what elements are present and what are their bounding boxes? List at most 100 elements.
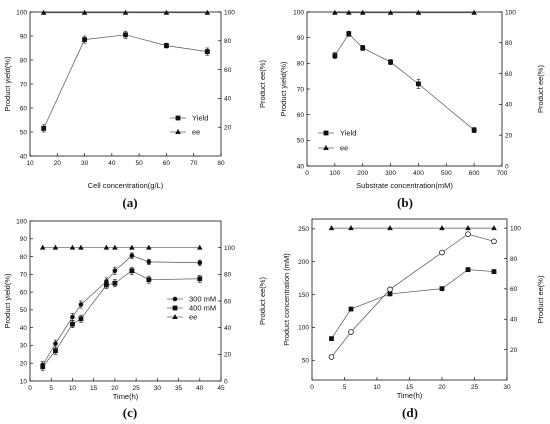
legend-marker [172, 314, 178, 319]
legend-label: Yield [192, 114, 208, 123]
y-tick-label: 40 [20, 325, 28, 332]
data-point [82, 37, 87, 42]
data-point [387, 9, 394, 15]
y2-tick-label: 20 [224, 352, 232, 359]
x-tick-label: 70 [190, 160, 198, 167]
x-tick-label: 20 [438, 384, 446, 391]
y2-axis-label: Product ee(%) [536, 275, 545, 323]
y2-tick-label: 100 [505, 9, 516, 16]
y-tick-label: 80 [297, 61, 305, 68]
data-point [129, 268, 135, 274]
x-tick-label: 500 [441, 170, 452, 177]
data-point [70, 321, 75, 327]
y-tick-label: 60 [20, 289, 28, 296]
y-tick-label: 100 [298, 325, 309, 332]
y2-tick-label: 60 [224, 298, 232, 305]
data-point [78, 302, 84, 307]
y-tick-label: 50 [20, 307, 28, 314]
y2-tick-label: 0 [224, 378, 228, 385]
x-tick-label: 700 [497, 170, 508, 177]
data-point [345, 9, 352, 15]
data-point [439, 225, 445, 231]
y-tick-label: 200 [298, 259, 309, 266]
panel-label: (b) [397, 195, 413, 210]
y-tick-label: 100 [16, 9, 27, 16]
legend-label: Yield [340, 129, 356, 138]
data-point [146, 277, 152, 283]
data-point [78, 316, 84, 322]
data-point [471, 9, 477, 15]
legend-label: 300 mM [189, 295, 216, 304]
y-tick-label: 40 [297, 163, 305, 170]
y-tick-label: 90 [20, 33, 28, 40]
panel-label: (c) [123, 405, 137, 420]
data-point [40, 364, 46, 370]
x-tick-label: 25 [471, 384, 479, 391]
data-point [123, 32, 128, 38]
data-point [332, 9, 338, 15]
y-tick-label: 70 [20, 272, 28, 279]
x-tick-label: 0 [310, 384, 314, 391]
data-point [204, 49, 210, 54]
data-point [104, 282, 109, 288]
x-tick-label: 15 [406, 384, 414, 391]
legend-label: ee [340, 144, 348, 153]
data-point [69, 244, 76, 250]
data-point [112, 268, 118, 274]
plot-frame [306, 11, 503, 167]
y-axis-label: Product yield(%) [279, 61, 288, 117]
x-tick-label: 10 [69, 385, 77, 392]
data-point [78, 244, 84, 250]
data-point [491, 225, 497, 231]
y2-tick-label: 20 [224, 125, 232, 132]
x-tick-label: 0 [28, 385, 32, 392]
y2-tick-label: 40 [224, 325, 232, 332]
x-tick-label: 10 [373, 384, 381, 391]
x-tick-label: 600 [469, 170, 480, 177]
x-tick-label: 200 [357, 170, 368, 177]
x-tick-label: 30 [154, 385, 162, 392]
data-point [164, 43, 169, 48]
y-tick-label: 90 [20, 236, 28, 243]
data-point [465, 231, 471, 237]
x-tick-label: 40 [196, 385, 204, 392]
data-point [465, 267, 471, 272]
y-tick-label: 10 [20, 378, 28, 385]
y2-tick-label: 40 [224, 96, 232, 103]
y2-tick-label: 80 [224, 38, 232, 45]
legend-marker [172, 296, 178, 302]
y-tick-label: 50 [20, 129, 28, 136]
x-tick-label: 5 [49, 385, 53, 392]
data-point [112, 280, 118, 286]
data-point [416, 81, 421, 87]
plot-frame [311, 218, 508, 381]
data-point [348, 225, 354, 231]
y2-tick-label: 60 [510, 286, 518, 293]
data-point [53, 341, 58, 346]
data-point [146, 244, 152, 250]
x-axis-label: Substrate concentration(mM) [356, 181, 453, 190]
data-point [122, 9, 129, 15]
data-point [328, 354, 335, 360]
series-line [331, 269, 495, 339]
panel-c: 0 5 10 15 20 25 30 35 40 45 10 20 30 40 50 60 70 80 90 100 0… [3, 218, 267, 420]
y-axis-label: Product yield(%) [3, 56, 12, 112]
data-point [491, 238, 497, 245]
panel-a: 10 20 30 40 50 60 70 80 40 50 60 70 80 90 100 20 40 60 80 1… [3, 9, 267, 210]
x-tick-label: 50 [136, 160, 144, 167]
y-tick-label: 70 [297, 86, 305, 93]
y-tick-label: 150 [298, 292, 309, 299]
x-tick-label: 80 [217, 160, 225, 167]
x-axis-label: Time(h) [113, 392, 139, 401]
y-tick-label: 30 [20, 343, 28, 350]
data-point [41, 126, 47, 131]
y2-tick-label: 80 [505, 40, 513, 47]
data-point [491, 269, 497, 274]
panel-d: 0 5 10 15 20 25 30 50 100 150 200 250 20 40 60 80 100 Tim… [282, 218, 545, 420]
data-point [70, 314, 75, 320]
y-tick-label: 50 [302, 358, 310, 365]
legend-marker [172, 305, 178, 311]
y2-axis-label: Product ee(%) [258, 60, 267, 108]
series-line [43, 34, 208, 129]
